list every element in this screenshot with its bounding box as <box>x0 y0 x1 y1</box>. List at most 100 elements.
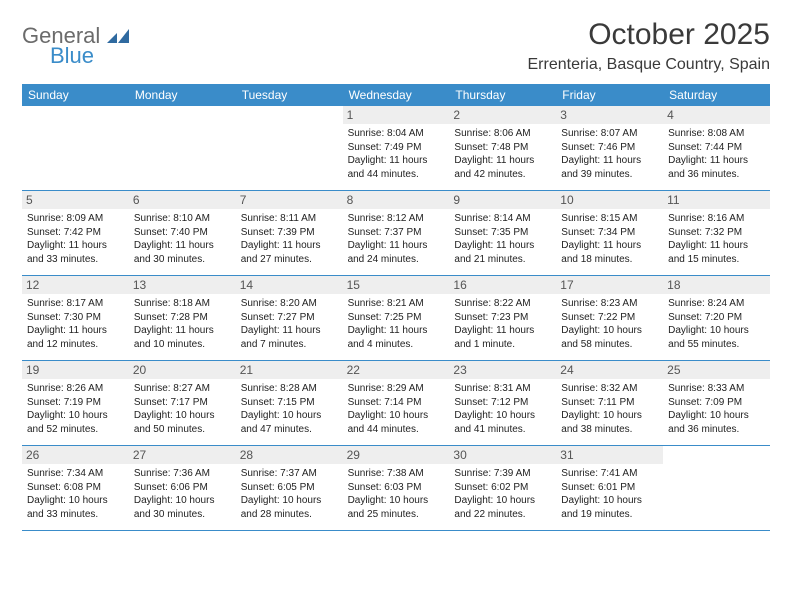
day-number: 19 <box>22 361 129 379</box>
weekday-label: Saturday <box>663 84 770 106</box>
daylight-text: Daylight: 10 hours and 28 minutes. <box>241 494 338 521</box>
day-number: 24 <box>556 361 663 379</box>
day-details: Sunrise: 8:27 AMSunset: 7:17 PMDaylight:… <box>134 382 231 436</box>
day-details: Sunrise: 7:34 AMSunset: 6:08 PMDaylight:… <box>27 467 124 521</box>
daylight-text: Daylight: 11 hours and 30 minutes. <box>134 239 231 266</box>
day-number: 27 <box>129 446 236 464</box>
sunset-text: Sunset: 7:48 PM <box>454 141 551 155</box>
daylight-text: Daylight: 10 hours and 36 minutes. <box>668 409 765 436</box>
daylight-text: Daylight: 10 hours and 52 minutes. <box>27 409 124 436</box>
daylight-text: Daylight: 10 hours and 22 minutes. <box>454 494 551 521</box>
sunrise-text: Sunrise: 8:12 AM <box>348 212 445 226</box>
sunrise-text: Sunrise: 7:34 AM <box>27 467 124 481</box>
week-row: 26Sunrise: 7:34 AMSunset: 6:08 PMDayligh… <box>22 446 770 531</box>
sunset-text: Sunset: 7:32 PM <box>668 226 765 240</box>
sunset-text: Sunset: 7:46 PM <box>561 141 658 155</box>
weekday-label: Monday <box>129 84 236 106</box>
day-cell: 18Sunrise: 8:24 AMSunset: 7:20 PMDayligh… <box>663 276 770 360</box>
brand-line2: Blue <box>50 44 129 67</box>
day-cell: 30 Sunrise: 7:39 AMSunset: 6:02 PMDayligh… <box>449 446 556 530</box>
day-cell: 31Sunrise: 7:41 AMSunset: 6:01 PMDayligh… <box>556 446 663 530</box>
sunrise-text: Sunrise: 8:23 AM <box>561 297 658 311</box>
daylight-text: Daylight: 10 hours and 58 minutes. <box>561 324 658 351</box>
sunset-text: Sunset: 7:22 PM <box>561 311 658 325</box>
sunset-text: Sunset: 6:01 PM <box>561 481 658 495</box>
daylight-text: Daylight: 11 hours and 44 minutes. <box>348 154 445 181</box>
daylight-text: Daylight: 10 hours and 44 minutes. <box>348 409 445 436</box>
sunrise-text: Sunrise: 8:11 AM <box>241 212 338 226</box>
sunrise-text: Sunrise: 8:27 AM <box>134 382 231 396</box>
day-cell: 5Sunrise: 8:09 AMSunset: 7:42 PMDaylight… <box>22 191 129 275</box>
day-cell: 2Sunrise: 8:06 AMSunset: 7:48 PMDaylight… <box>449 106 556 190</box>
sunset-text: Sunset: 7:15 PM <box>241 396 338 410</box>
day-details: Sunrise: 8:11 AMSunset: 7:39 PMDaylight:… <box>241 212 338 266</box>
day-details: Sunrise: 8:12 AMSunset: 7:37 PMDaylight:… <box>348 212 445 266</box>
day-number: 30 <box>449 446 556 464</box>
sunrise-text: Sunrise: 8:14 AM <box>454 212 551 226</box>
sunrise-text: Sunrise: 8:20 AM <box>241 297 338 311</box>
sunset-text: Sunset: 7:17 PM <box>134 396 231 410</box>
weekday-header: Sunday Monday Tuesday Wednesday Thursday… <box>22 84 770 106</box>
day-number: 5 <box>22 191 129 209</box>
day-cell: . <box>129 106 236 190</box>
sunset-text: Sunset: 7:35 PM <box>454 226 551 240</box>
day-number: 3 <box>556 106 663 124</box>
day-number: 6 <box>129 191 236 209</box>
sunset-text: Sunset: 6:02 PM <box>454 481 551 495</box>
sunrise-text: Sunrise: 8:26 AM <box>27 382 124 396</box>
brand-logo: General Blue <box>22 18 129 67</box>
daylight-text: Daylight: 10 hours and 50 minutes. <box>134 409 231 436</box>
day-number: 31 <box>556 446 663 464</box>
weekday-label: Wednesday <box>343 84 450 106</box>
day-details: Sunrise: 7:36 AMSunset: 6:06 PMDaylight:… <box>134 467 231 521</box>
sunrise-text: Sunrise: 8:10 AM <box>134 212 231 226</box>
day-cell: 17 Sunrise: 8:23 AMSunset: 7:22 PMDayligh… <box>556 276 663 360</box>
day-cell: 16 Sunrise: 8:22 AMSunset: 7:23 PMDayligh… <box>449 276 556 360</box>
day-number: 22 <box>343 361 450 379</box>
day-number: 16 <box>449 276 556 294</box>
day-number: 17 <box>556 276 663 294</box>
day-details: Sunrise: 8:33 AMSunset: 7:09 PMDaylight:… <box>668 382 765 436</box>
day-cell: 19Sunrise: 8:26 AMSunset: 7:19 PMDayligh… <box>22 361 129 445</box>
weekday-label: Tuesday <box>236 84 343 106</box>
sunrise-text: Sunrise: 8:07 AM <box>561 127 658 141</box>
day-cell: 14Sunrise: 8:20 AMSunset: 7:27 PMDayligh… <box>236 276 343 360</box>
sunset-text: Sunset: 7:23 PM <box>454 311 551 325</box>
sunset-text: Sunset: 7:40 PM <box>134 226 231 240</box>
daylight-text: Daylight: 11 hours and 15 minutes. <box>668 239 765 266</box>
day-cell: . <box>22 106 129 190</box>
day-details: Sunrise: 8:15 AMSunset: 7:34 PMDaylight:… <box>561 212 658 266</box>
day-cell: 6 Sunrise: 8:10 AMSunset: 7:40 PMDaylight… <box>129 191 236 275</box>
sunrise-text: Sunrise: 8:09 AM <box>27 212 124 226</box>
day-details: Sunrise: 8:22 AMSunset: 7:23 PMDaylight:… <box>454 297 551 351</box>
day-details: Sunrise: 7:39 AMSunset: 6:02 PMDaylight:… <box>454 467 551 521</box>
day-number: 29 <box>343 446 450 464</box>
sunset-text: Sunset: 6:05 PM <box>241 481 338 495</box>
day-number: 7 <box>236 191 343 209</box>
sunset-text: Sunset: 7:39 PM <box>241 226 338 240</box>
daylight-text: Daylight: 11 hours and 24 minutes. <box>348 239 445 266</box>
day-number: 21 <box>236 361 343 379</box>
brand-text: General Blue <box>22 24 129 67</box>
page-root: General Blue October 2025 Errenteria, Ba… <box>0 0 792 549</box>
sunset-text: Sunset: 7:44 PM <box>668 141 765 155</box>
day-details: Sunrise: 8:32 AMSunset: 7:11 PMDaylight:… <box>561 382 658 436</box>
day-number: 18 <box>663 276 770 294</box>
sunset-text: Sunset: 6:06 PM <box>134 481 231 495</box>
sunrise-text: Sunrise: 8:08 AM <box>668 127 765 141</box>
weekday-label: Friday <box>556 84 663 106</box>
day-cell: 11Sunrise: 8:16 AMSunset: 7:32 PMDayligh… <box>663 191 770 275</box>
sunset-text: Sunset: 7:20 PM <box>668 311 765 325</box>
day-cell: 12Sunrise: 8:17 AMSunset: 7:30 PMDayligh… <box>22 276 129 360</box>
page-title: October 2025 <box>528 18 771 52</box>
day-cell: 25Sunrise: 8:33 AMSunset: 7:09 PMDayligh… <box>663 361 770 445</box>
weekday-label: Sunday <box>22 84 129 106</box>
day-number: 12 <box>22 276 129 294</box>
daylight-text: Daylight: 11 hours and 27 minutes. <box>241 239 338 266</box>
day-cell: 28Sunrise: 7:37 AMSunset: 6:05 PMDayligh… <box>236 446 343 530</box>
daylight-text: Daylight: 10 hours and 25 minutes. <box>348 494 445 521</box>
day-details: Sunrise: 8:16 AMSunset: 7:32 PMDaylight:… <box>668 212 765 266</box>
header-row: General Blue October 2025 Errenteria, Ba… <box>22 18 770 74</box>
daylight-text: Daylight: 11 hours and 7 minutes. <box>241 324 338 351</box>
sunset-text: Sunset: 7:34 PM <box>561 226 658 240</box>
